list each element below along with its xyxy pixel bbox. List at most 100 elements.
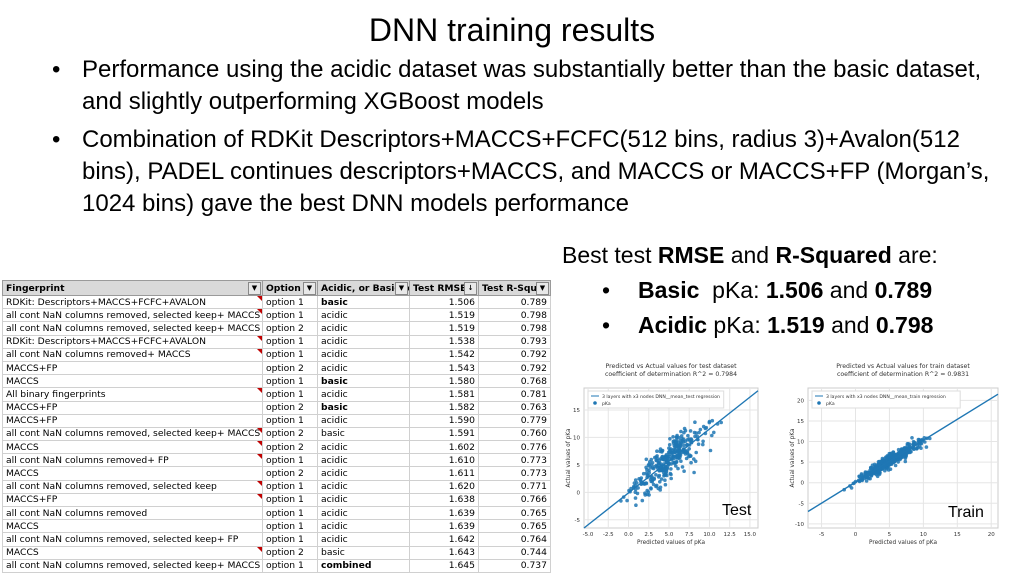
- cell-acid-base[interactable]: basic: [317, 545, 410, 560]
- cell-fingerprint[interactable]: all cont NaN columns removed: [2, 505, 263, 521]
- cell-test-r-squared[interactable]: 0.760: [478, 426, 551, 442]
- cell-test-rmse[interactable]: 1.590: [409, 413, 479, 428]
- cell-acid-base[interactable]: acidic: [317, 505, 410, 521]
- cell-fingerprint[interactable]: MACCS+FP: [2, 360, 263, 376]
- cell-test-rmse[interactable]: 1.582: [409, 400, 479, 415]
- cell-acid-base[interactable]: basic: [317, 426, 410, 442]
- cell-acid-base[interactable]: acidic: [317, 413, 410, 428]
- cell-option[interactable]: option 1: [262, 294, 318, 310]
- cell-fingerprint[interactable]: all cont NaN columns removed, selected k…: [2, 321, 263, 336]
- cell-test-rmse[interactable]: 1.620: [409, 479, 479, 494]
- cell-acid-base[interactable]: acidic: [317, 387, 410, 402]
- cell-test-rmse[interactable]: 1.519: [409, 321, 479, 336]
- cell-option[interactable]: option 1: [262, 479, 318, 494]
- cell-test-rmse[interactable]: 1.519: [409, 308, 479, 323]
- cell-acid-base[interactable]: acidic: [317, 479, 410, 494]
- cell-option[interactable]: option 1: [262, 334, 318, 349]
- cell-fingerprint[interactable]: all cont NaN columns removed, selected k…: [2, 308, 263, 323]
- cell-acid-base[interactable]: acidic: [317, 308, 410, 323]
- cell-acid-base[interactable]: acidic: [317, 532, 410, 547]
- header-test-r-squared[interactable]: Test R-Squar ▼: [478, 280, 551, 296]
- cell-test-rmse[interactable]: 1.580: [409, 374, 479, 389]
- cell-acid-base[interactable]: basic: [317, 374, 410, 389]
- cell-test-rmse[interactable]: 1.639: [409, 519, 479, 534]
- cell-test-rmse[interactable]: 1.542: [409, 347, 479, 362]
- cell-test-rmse[interactable]: 1.645: [409, 558, 479, 573]
- cell-test-r-squared[interactable]: 0.737: [478, 558, 551, 573]
- header-fingerprint[interactable]: Fingerprint ▼: [2, 280, 263, 296]
- cell-acid-base[interactable]: acidic: [317, 453, 410, 468]
- cell-acid-base[interactable]: acidic: [317, 334, 410, 349]
- cell-fingerprint[interactable]: all cont NaN columns removed+ FP: [2, 453, 263, 468]
- cell-option[interactable]: option 1: [262, 558, 318, 573]
- cell-test-r-squared[interactable]: 0.789: [478, 294, 551, 310]
- cell-test-rmse[interactable]: 1.643: [409, 545, 479, 560]
- sort-ascending-icon[interactable]: ↓: [464, 282, 477, 295]
- cell-test-rmse[interactable]: 1.591: [409, 426, 479, 442]
- cell-test-r-squared[interactable]: 0.744: [478, 545, 551, 560]
- cell-option[interactable]: option 1: [262, 387, 318, 402]
- cell-test-r-squared[interactable]: 0.798: [478, 321, 551, 336]
- cell-fingerprint[interactable]: all cont NaN columns removed, selected k…: [2, 479, 263, 494]
- cell-acid-base[interactable]: acidic: [317, 492, 410, 508]
- cell-acid-base[interactable]: acidic: [317, 466, 410, 481]
- header-test-rmse[interactable]: Test RMSE ↓: [409, 280, 479, 296]
- cell-option[interactable]: option 2: [262, 360, 318, 376]
- filter-dropdown-icon[interactable]: ▼: [248, 282, 261, 295]
- cell-fingerprint[interactable]: MACCS+FP: [2, 413, 263, 428]
- cell-option[interactable]: option 2: [262, 545, 318, 560]
- cell-option[interactable]: option 1: [262, 532, 318, 547]
- cell-fingerprint[interactable]: MACCS: [2, 545, 263, 560]
- cell-acid-base[interactable]: acidic: [317, 321, 410, 336]
- cell-test-rmse[interactable]: 1.538: [409, 334, 479, 349]
- cell-test-r-squared[interactable]: 0.763: [478, 400, 551, 415]
- cell-acid-base[interactable]: basic: [317, 400, 410, 415]
- cell-fingerprint[interactable]: all cont NaN columns removed, selected k…: [2, 532, 263, 547]
- cell-test-r-squared[interactable]: 0.793: [478, 334, 551, 349]
- cell-fingerprint[interactable]: MACCS: [2, 519, 263, 534]
- cell-fingerprint[interactable]: RDKit: Descriptors+MACCS+FCFC+AVALON: [2, 294, 263, 310]
- cell-acid-base[interactable]: combined: [317, 558, 410, 573]
- cell-test-r-squared[interactable]: 0.792: [478, 347, 551, 362]
- cell-option[interactable]: option 1: [262, 374, 318, 389]
- cell-test-r-squared[interactable]: 0.798: [478, 308, 551, 323]
- cell-fingerprint[interactable]: MACCS: [2, 466, 263, 481]
- cell-fingerprint[interactable]: MACCS: [2, 440, 263, 455]
- cell-test-r-squared[interactable]: 0.781: [478, 387, 551, 402]
- cell-test-r-squared[interactable]: 0.768: [478, 374, 551, 389]
- cell-option[interactable]: option 1: [262, 505, 318, 521]
- cell-fingerprint[interactable]: MACCS: [2, 374, 263, 389]
- cell-option[interactable]: option 2: [262, 321, 318, 336]
- cell-test-r-squared[interactable]: 0.766: [478, 492, 551, 508]
- cell-test-r-squared[interactable]: 0.764: [478, 532, 551, 547]
- cell-test-r-squared[interactable]: 0.771: [478, 479, 551, 494]
- cell-acid-base[interactable]: acidic: [317, 347, 410, 362]
- cell-fingerprint[interactable]: all cont NaN columns removed, selected k…: [2, 558, 263, 573]
- header-acidic-basic[interactable]: Acidic, or Basic pK ▼: [317, 280, 410, 296]
- cell-option[interactable]: option 2: [262, 440, 318, 455]
- cell-acid-base[interactable]: acidic: [317, 360, 410, 376]
- cell-fingerprint[interactable]: MACCS+FP: [2, 400, 263, 415]
- cell-test-r-squared[interactable]: 0.776: [478, 440, 551, 455]
- cell-acid-base[interactable]: basic: [317, 294, 410, 310]
- cell-option[interactable]: option 1: [262, 519, 318, 534]
- cell-option[interactable]: option 2: [262, 466, 318, 481]
- cell-test-r-squared[interactable]: 0.765: [478, 519, 551, 534]
- filter-dropdown-icon[interactable]: ▼: [303, 282, 316, 295]
- cell-test-r-squared[interactable]: 0.765: [478, 505, 551, 521]
- cell-option[interactable]: option 2: [262, 426, 318, 442]
- cell-test-rmse[interactable]: 1.642: [409, 532, 479, 547]
- cell-acid-base[interactable]: acidic: [317, 440, 410, 455]
- cell-test-rmse[interactable]: 1.639: [409, 505, 479, 521]
- cell-option[interactable]: option 1: [262, 492, 318, 508]
- cell-option[interactable]: option 1: [262, 413, 318, 428]
- cell-acid-base[interactable]: acidic: [317, 519, 410, 534]
- cell-test-r-squared[interactable]: 0.773: [478, 466, 551, 481]
- cell-test-rmse[interactable]: 1.581: [409, 387, 479, 402]
- cell-fingerprint[interactable]: all cont NaN columns removed, selected k…: [2, 426, 263, 442]
- cell-option[interactable]: option 1: [262, 347, 318, 362]
- cell-option[interactable]: option 1: [262, 453, 318, 468]
- cell-option[interactable]: option 2: [262, 400, 318, 415]
- filter-dropdown-icon[interactable]: ▼: [536, 282, 549, 295]
- cell-test-rmse[interactable]: 1.638: [409, 492, 479, 508]
